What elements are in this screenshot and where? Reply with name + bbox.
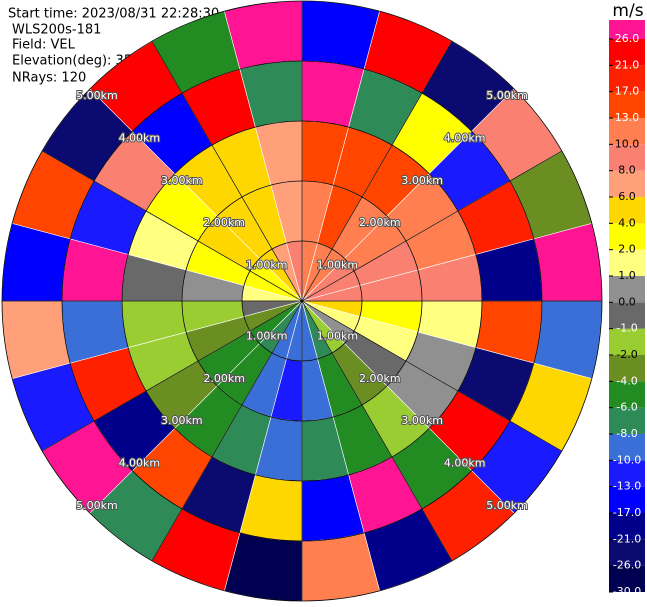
- colorbar-tick-label: 1.0: [618, 269, 636, 282]
- info-line: Field: VEL: [12, 38, 76, 53]
- range-label: 4.00km: [444, 457, 486, 470]
- colorbar-segment: [609, 486, 645, 513]
- spoke: [301, 41, 453, 302]
- range-label: 3.00km: [161, 414, 203, 427]
- colorbar-tick-label: -21.0: [613, 532, 641, 545]
- colorbar-tick-label: -17.0: [613, 506, 641, 519]
- colorbar-segment: [609, 118, 645, 145]
- range-label: 4.00km: [444, 131, 486, 144]
- range-ring: [61, 60, 543, 542]
- colorbar-tick-label: 17.0: [615, 85, 640, 98]
- colorbar-segment: [609, 223, 645, 250]
- colorbar-segment: [609, 460, 645, 487]
- spoke: [151, 300, 303, 561]
- range-label: 5.00km: [76, 499, 118, 512]
- colorbar-tick-label: 13.0: [615, 111, 640, 124]
- range-ring: [1, 0, 603, 602]
- colorbar-tick-label: -1.0: [616, 322, 637, 335]
- colorbar-tick-label: 4.0: [618, 216, 636, 229]
- colorbar-segment: [609, 302, 645, 329]
- spoke: [42, 150, 303, 302]
- spoke: [42, 300, 303, 452]
- colorbar-tick-label: 8.0: [618, 164, 636, 177]
- colorbar-tick-label: -4.0: [616, 374, 637, 387]
- range-label: 4.00km: [119, 131, 161, 144]
- colorbar-segment: [609, 381, 645, 408]
- colorbar-segment: [609, 513, 645, 540]
- range-label: 1.00km: [317, 329, 359, 342]
- colorbar-tick-label: -8.0: [616, 427, 637, 440]
- colorbar-segment: [609, 276, 645, 303]
- colorbar-segment: [609, 170, 645, 197]
- colorbar-tick-label: -30.0: [613, 585, 641, 598]
- range-label: 3.00km: [401, 414, 443, 427]
- range-label: 2.00km: [359, 216, 401, 229]
- colorbar-segment: [609, 249, 645, 276]
- spoke: [301, 150, 562, 302]
- colorbar-tick-label: -26.0: [613, 559, 641, 572]
- colorbar-tick-label: 21.0: [615, 58, 640, 71]
- info-line: NRays: 120: [12, 71, 86, 86]
- range-label: 1.00km: [246, 329, 288, 342]
- colorbar-tick-label: 6.0: [618, 190, 636, 203]
- range-ring: [241, 240, 363, 362]
- colorbar-segment: [609, 197, 645, 224]
- colorbar-tick-label: -10.0: [613, 453, 641, 466]
- range-ring: [181, 180, 423, 422]
- colorbar-label: m/s: [612, 1, 643, 21]
- colorbar-segment: [609, 91, 645, 118]
- colorbar-segment: [609, 144, 645, 171]
- colorbar-tick-label: -13.0: [613, 480, 641, 493]
- colorbar-segment: [609, 328, 645, 355]
- range-label: 3.00km: [161, 174, 203, 187]
- colorbar-tick-label: -6.0: [616, 401, 637, 414]
- colorbar-segment: [609, 407, 645, 434]
- colorbar-segment: [609, 434, 645, 461]
- range-label: 2.00km: [203, 372, 245, 385]
- spoke: [301, 300, 562, 452]
- info-line: Start time: 2023/08/31 22:28:30: [8, 7, 219, 22]
- range-ring: [121, 120, 483, 482]
- range-label: 2.00km: [203, 216, 245, 229]
- range-label: 5.00km: [76, 89, 118, 102]
- range-label: 5.00km: [486, 499, 528, 512]
- spoke: [151, 41, 303, 302]
- colorbar-segment: [609, 355, 645, 382]
- range-label: 1.00km: [317, 259, 359, 272]
- colorbar-tick-label: 10.0: [615, 137, 640, 150]
- range-label: 5.00km: [486, 89, 528, 102]
- colorbar-segment: [609, 65, 645, 92]
- colorbar-segment: [609, 539, 645, 566]
- info-line: WLS200s-181: [12, 23, 101, 38]
- colorbar-tick-label: -2.0: [616, 348, 637, 361]
- colorbar-tick-label: 0.0: [618, 295, 636, 308]
- range-label: 4.00km: [119, 457, 161, 470]
- colorbar-tick-label: 2.0: [618, 243, 636, 256]
- colorbar-segment: [609, 20, 645, 39]
- colorbar-segment: [609, 565, 645, 592]
- colorbar-segment: [609, 39, 645, 66]
- range-label: 2.00km: [359, 372, 401, 385]
- range-label: 1.00km: [246, 259, 288, 272]
- spoke: [301, 300, 453, 561]
- range-label: 3.00km: [401, 174, 443, 187]
- colorbar-tick-label: 26.0: [615, 32, 640, 45]
